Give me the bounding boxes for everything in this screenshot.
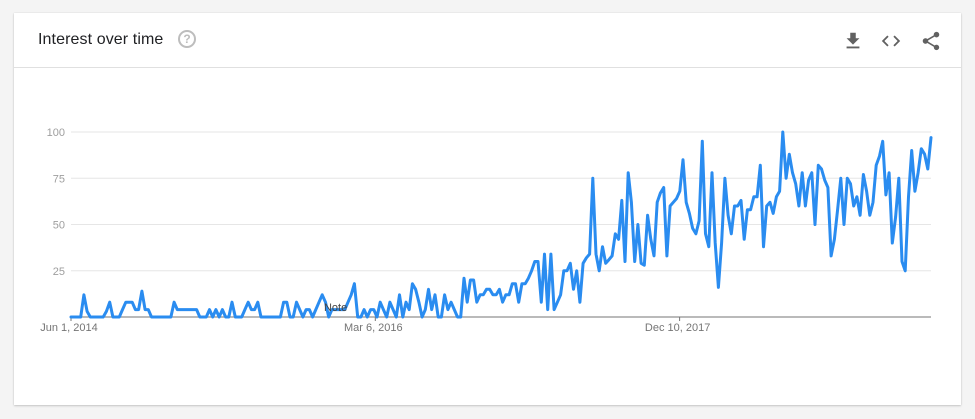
series-line	[69, 130, 933, 319]
download-icon[interactable]	[842, 30, 864, 52]
interest-over-time-card: Interest over time ? 25 50 75 100 Jun 1, 20…	[14, 13, 961, 405]
line-chart: 25 50 75 100 Jun 1, 2014 Mar 6, 2016 Dec 10, …	[40, 127, 933, 334]
share-icon[interactable]	[920, 30, 942, 52]
note-annotation: Note	[324, 302, 347, 314]
embed-code-icon[interactable]	[880, 30, 902, 52]
y-tick-label: 100	[47, 127, 65, 139]
card-title: Interest over time	[38, 31, 164, 48]
y-tick-label: 50	[53, 220, 65, 232]
x-tick-label: Mar 6, 2016	[344, 322, 403, 334]
y-tick-label: 25	[53, 266, 65, 278]
chart-area: 25 50 75 100 Jun 1, 2014 Mar 6, 2016 Dec 10, …	[14, 68, 961, 405]
y-tick-label: 75	[53, 173, 65, 185]
help-icon[interactable]: ?	[178, 30, 196, 48]
x-tick-label: Jun 1, 2014	[40, 322, 98, 334]
x-tick-label: Dec 10, 2017	[645, 322, 710, 334]
card-header: Interest over time ?	[14, 13, 961, 68]
